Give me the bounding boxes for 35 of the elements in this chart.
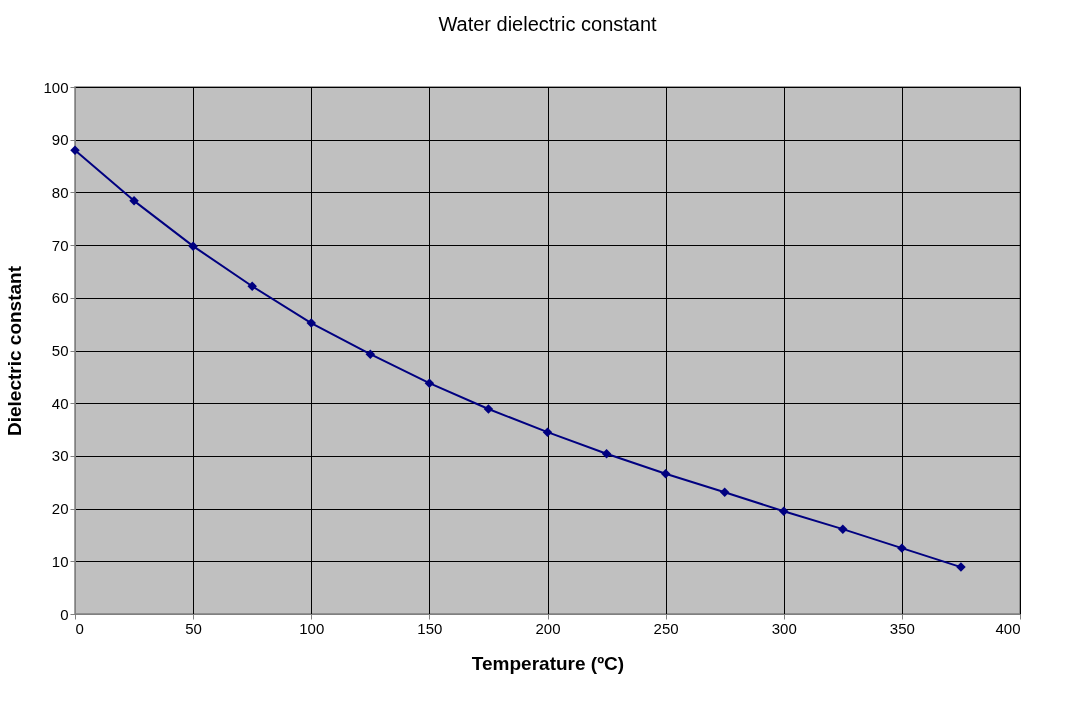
point: [719, 487, 730, 498]
y-tick-label: 40: [51, 394, 69, 412]
y-tick-label: 10: [51, 552, 69, 570]
x-tick-label: 50: [185, 619, 202, 637]
y-tick-label: 30: [51, 447, 69, 465]
x-axis-title: Temperature (ºC): [471, 652, 625, 674]
point: [601, 449, 612, 459]
y-tick-label: 60: [51, 289, 69, 307]
y-tick-label: 100: [43, 78, 69, 96]
point: [188, 241, 198, 251]
y-tick-label: 0: [60, 605, 69, 623]
chart-title: Water dielectric constant: [438, 13, 658, 35]
y-tick-label: 90: [51, 131, 69, 149]
x-tick-label: 200: [535, 619, 561, 637]
x-tick-label: 400: [995, 619, 1021, 637]
point: [660, 469, 671, 479]
point: [779, 506, 789, 516]
x-tick-label: 300: [771, 619, 797, 637]
x-tick-label: 250: [653, 619, 679, 637]
point: [424, 378, 435, 388]
y-tick-label: 70: [51, 236, 69, 254]
x-tick-label: 150: [417, 619, 443, 637]
point: [483, 404, 494, 414]
x-tick-label: 100: [299, 619, 325, 637]
point: [365, 349, 376, 359]
point: [838, 524, 848, 534]
y-tick-label: 20: [51, 500, 69, 518]
y-axis-title: Dielectric constant: [4, 265, 26, 436]
point: [247, 281, 257, 291]
point: [306, 318, 316, 328]
x-tick-label: 350: [889, 619, 915, 637]
point: [542, 427, 553, 437]
y-tick-label: 50: [51, 342, 69, 359]
x-tick-label: 0: [75, 619, 84, 637]
y-tick-label: 80: [51, 183, 69, 201]
